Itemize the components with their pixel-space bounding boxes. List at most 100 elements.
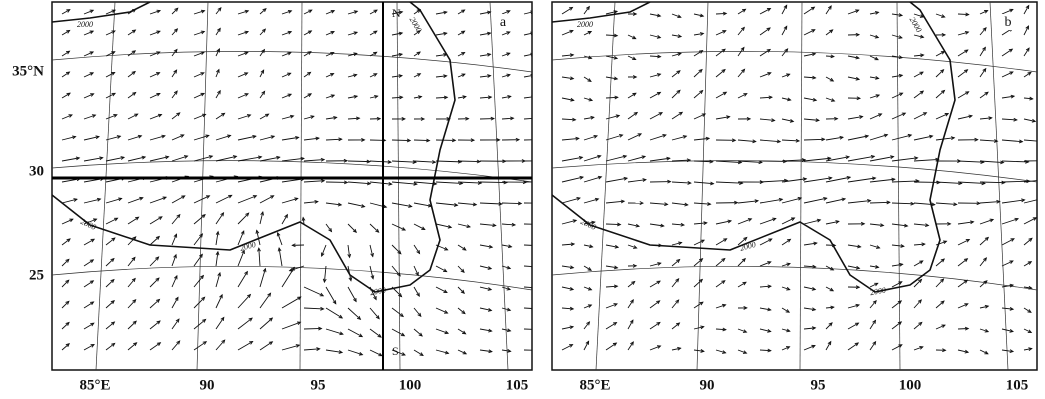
wind-arrowhead — [488, 349, 493, 354]
wind-vector — [303, 286, 324, 297]
wind-vector — [237, 341, 253, 351]
wind-arrowhead — [741, 8, 747, 13]
wind-arrowhead — [291, 243, 296, 248]
wind-vector — [215, 90, 221, 99]
wind-arrowhead — [162, 196, 168, 201]
wind-vector — [627, 133, 642, 141]
wind-arrowhead — [859, 115, 864, 119]
wind-arrowhead — [829, 77, 835, 82]
wind-vector — [193, 233, 203, 246]
wind-vector — [149, 256, 159, 267]
wind-arrowhead — [267, 292, 272, 297]
wind-vector — [1023, 97, 1033, 100]
wind-vector — [413, 265, 419, 276]
wind-arrowhead — [699, 13, 705, 18]
wind-vector — [605, 342, 617, 351]
wind-arrowhead — [707, 202, 712, 206]
wind-vector — [215, 212, 224, 225]
wind-vector — [649, 322, 661, 330]
wind-vector — [759, 285, 771, 288]
wind-vector — [83, 259, 94, 267]
wind-arrowhead — [111, 9, 117, 14]
wind-vector — [413, 30, 421, 36]
wind-arrowhead — [591, 220, 596, 225]
wind-arrowhead — [200, 9, 206, 14]
wind-arrowhead — [597, 154, 602, 159]
wind-arrowhead — [589, 244, 594, 249]
wind-vector — [781, 159, 806, 162]
wind-arrowhead — [397, 250, 402, 255]
wind-arrowhead — [1027, 309, 1032, 313]
wind-arrowhead — [358, 333, 364, 338]
wind-arrowhead — [284, 213, 288, 219]
wind-arrowhead — [496, 138, 501, 142]
wind-arrowhead — [813, 241, 818, 246]
wind-arrowhead — [710, 181, 715, 186]
wind-arrowhead — [891, 177, 896, 182]
wind-vector — [913, 243, 925, 246]
wind-arrowhead — [812, 97, 818, 102]
wind-vector — [289, 265, 305, 272]
wind-arrowhead — [90, 343, 95, 348]
wind-arrowhead — [156, 72, 161, 76]
wind-arrowhead — [134, 113, 139, 118]
wind-vector — [127, 197, 143, 204]
wind-arrowhead — [904, 223, 909, 228]
wind-arrowhead — [132, 91, 137, 96]
wind-vector — [193, 113, 206, 120]
wind-arrowhead — [771, 118, 776, 123]
wind-vector — [979, 160, 1004, 164]
wind-vector — [979, 305, 989, 309]
wind-vector — [1001, 139, 1023, 143]
wind-arrowhead — [569, 306, 575, 311]
wind-arrowhead — [963, 258, 969, 263]
wind-vector — [457, 244, 467, 251]
wind-vector — [979, 181, 1005, 184]
wind-arrowhead — [874, 56, 879, 61]
wind-vector — [303, 30, 312, 36]
wind-vector — [759, 139, 781, 143]
wind-arrowhead — [96, 197, 102, 202]
wind-vector — [627, 92, 637, 99]
wind-arrowhead — [867, 199, 872, 203]
wind-arrowhead — [965, 12, 970, 17]
wind-vector — [803, 157, 831, 162]
wind-arrowhead — [244, 9, 250, 14]
wind-vector — [215, 69, 220, 78]
wind-arrowhead — [856, 96, 862, 101]
wind-arrowhead — [470, 138, 476, 143]
wind-vector — [435, 32, 447, 36]
wind-vector — [149, 236, 160, 246]
wind-arrowhead — [942, 240, 948, 245]
wind-arrowhead — [487, 52, 492, 57]
wind-arrowhead — [173, 90, 178, 95]
wind-vector — [671, 135, 687, 141]
wind-vector — [259, 91, 265, 99]
wind-arrowhead — [240, 230, 245, 235]
wind-vector — [105, 92, 116, 99]
map-layer — [552, 2, 1037, 370]
wind-vector — [303, 93, 312, 99]
wind-vector — [369, 73, 377, 78]
wind-arrowhead — [620, 199, 626, 204]
wind-arrowhead — [1025, 25, 1029, 30]
wind-arrowhead — [401, 117, 406, 121]
wind-vector — [605, 244, 619, 248]
wind-vector — [737, 27, 745, 36]
wind-arrowhead — [69, 218, 74, 223]
wind-vector — [649, 262, 661, 267]
wind-vector — [891, 13, 903, 16]
wind-vector — [501, 286, 511, 290]
wind-arrowhead — [315, 136, 320, 141]
wind-vector — [935, 113, 949, 120]
meridian — [799, 2, 803, 370]
wind-vector — [83, 322, 95, 330]
wind-arrowhead — [487, 10, 492, 15]
wind-vector — [649, 91, 661, 99]
wind-vector — [693, 181, 714, 185]
wind-arrowhead — [353, 52, 358, 57]
wind-vector — [869, 201, 890, 204]
wind-arrowhead — [487, 31, 492, 36]
wind-arrowhead — [1028, 285, 1033, 290]
wind-arrowhead — [370, 275, 375, 280]
